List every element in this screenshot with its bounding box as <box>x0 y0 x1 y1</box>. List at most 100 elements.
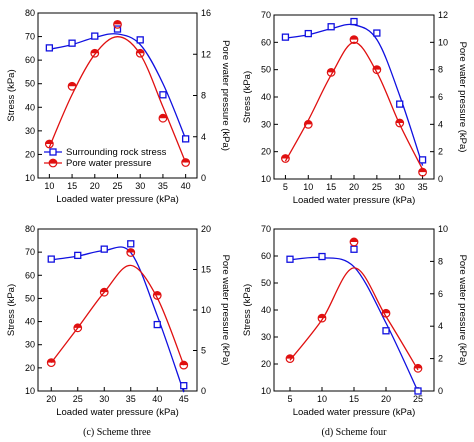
y-tick-label: 40 <box>25 102 35 112</box>
x-tick-label: 25 <box>413 394 423 404</box>
rock-stress-point <box>47 255 55 263</box>
y2-tick-label: 4 <box>201 132 206 142</box>
rock-stress-point <box>153 320 161 329</box>
pore-pressure-point-ring <box>158 113 168 123</box>
pore-pressure-point-ring <box>126 248 136 257</box>
y2-axis-label: Pore water pressure (kPa) <box>220 255 231 366</box>
y-tick-label: 20 <box>25 363 35 373</box>
pore-pressure-point <box>372 65 382 75</box>
x-tick-label: 5 <box>287 394 292 404</box>
y2-tick-label: 0 <box>438 386 443 396</box>
pore-pressure-point-ring <box>44 139 54 149</box>
x-tick-label: 35 <box>158 181 168 191</box>
pore-pressure-point-ring <box>67 81 77 91</box>
y2-tick-label: 6 <box>438 92 443 102</box>
y2-tick-label: 4 <box>438 119 443 129</box>
x-tick-label: 40 <box>181 181 191 191</box>
x-tick-label: 15 <box>67 181 77 191</box>
y-tick-label: 60 <box>261 37 271 47</box>
y-axis-label: Stress (kPa) <box>242 284 253 336</box>
y2-tick-label: 0 <box>201 173 206 183</box>
pore-pressure-point <box>349 35 359 44</box>
y-tick-label: 30 <box>261 332 271 342</box>
y2-tick-label: 12 <box>201 49 211 59</box>
rock-stress-point <box>373 29 381 37</box>
y-tick-label: 70 <box>261 224 271 234</box>
rock-stress-point <box>281 33 290 41</box>
pore-pressure-point <box>317 313 327 323</box>
y-axis-label: Stress (kPa) <box>6 69 17 121</box>
pore-pressure-point <box>158 113 168 123</box>
pore-pressure-point-ring <box>281 154 290 163</box>
x-tick-label: 35 <box>418 182 428 192</box>
pore-pressure-point <box>67 81 77 91</box>
rock-stress-point <box>127 240 135 248</box>
x-axis-label: Loaded water pressure (kPa) <box>56 194 179 205</box>
pore-pressure-point <box>126 248 136 257</box>
series-line-rock-stress <box>285 23 424 166</box>
rock-stress-point <box>418 156 427 164</box>
pore-pressure-point <box>418 167 427 177</box>
pore-pressure-point <box>285 354 295 364</box>
pore-pressure-point-ring <box>317 313 327 323</box>
x-tick-label: 30 <box>395 182 405 192</box>
x-tick-label: 20 <box>90 181 100 191</box>
y-tick-label: 20 <box>261 147 271 157</box>
pore-pressure-point-ring <box>179 360 189 370</box>
x-tick-label: 5 <box>283 182 288 192</box>
rock-stress-point <box>68 39 76 47</box>
y-tick-label: 70 <box>25 32 35 42</box>
y2-tick-label: 10 <box>201 305 211 315</box>
y-tick-label: 30 <box>261 119 271 129</box>
y2-tick-label: 15 <box>201 265 211 275</box>
x-tick-label: 20 <box>46 394 56 404</box>
pore-pressure-point-ring <box>303 119 313 129</box>
legend-label: Pore water pressure <box>66 158 152 169</box>
legend-marker <box>48 158 58 168</box>
rock-stress-point <box>74 251 82 260</box>
pore-pressure-point-ring <box>73 323 83 333</box>
x-tick-label: 25 <box>73 394 83 404</box>
pore-pressure-point <box>113 19 122 29</box>
y-tick-label: 30 <box>25 340 35 350</box>
y-tick-label: 10 <box>25 386 35 396</box>
pore-pressure-point <box>281 154 290 163</box>
series-line-rock-stress <box>49 33 187 140</box>
pore-pressure-point <box>413 363 423 373</box>
pore-pressure-point-ring <box>413 363 423 373</box>
y2-axis-label: Pore water pressure (kPa) <box>457 255 468 366</box>
y-tick-label: 10 <box>261 386 271 396</box>
pore-pressure-point-ring <box>326 67 336 77</box>
pore-pressure-point-ring <box>285 354 295 364</box>
y-tick-label: 20 <box>261 359 271 369</box>
panel-caption: (d) Scheme four <box>322 427 388 438</box>
pore-pressure-point <box>44 139 54 149</box>
pore-pressure-point <box>395 118 405 128</box>
y2-tick-label: 8 <box>438 65 443 75</box>
x-tick-label: 25 <box>372 182 382 192</box>
x-tick-label: 15 <box>326 182 336 192</box>
y-tick-label: 80 <box>25 224 35 234</box>
pore-pressure-point <box>303 119 313 129</box>
y2-tick-label: 4 <box>438 321 443 331</box>
rock-stress-point <box>181 135 190 143</box>
rock-stress-point <box>286 255 294 263</box>
legend-marker-ring <box>48 158 58 168</box>
y2-tick-label: 20 <box>201 224 211 234</box>
rock-stress-point <box>91 32 99 40</box>
y-tick-label: 50 <box>25 293 35 303</box>
y-tick-label: 50 <box>261 65 271 75</box>
x-tick-label: 30 <box>99 394 109 404</box>
y-tick-label: 20 <box>25 149 35 159</box>
y2-tick-label: 0 <box>201 386 206 396</box>
legend-marker <box>49 148 57 156</box>
rock-stress-point <box>159 91 167 99</box>
rock-stress-point <box>100 245 108 253</box>
rock-stress-point <box>113 25 122 33</box>
pore-pressure-point-ring <box>152 291 162 300</box>
x-tick-label: 10 <box>44 181 54 191</box>
y2-tick-label: 10 <box>438 37 448 47</box>
series-line-pore-pressure <box>50 264 185 366</box>
y2-tick-label: 8 <box>201 91 206 101</box>
y-tick-label: 60 <box>25 270 35 280</box>
